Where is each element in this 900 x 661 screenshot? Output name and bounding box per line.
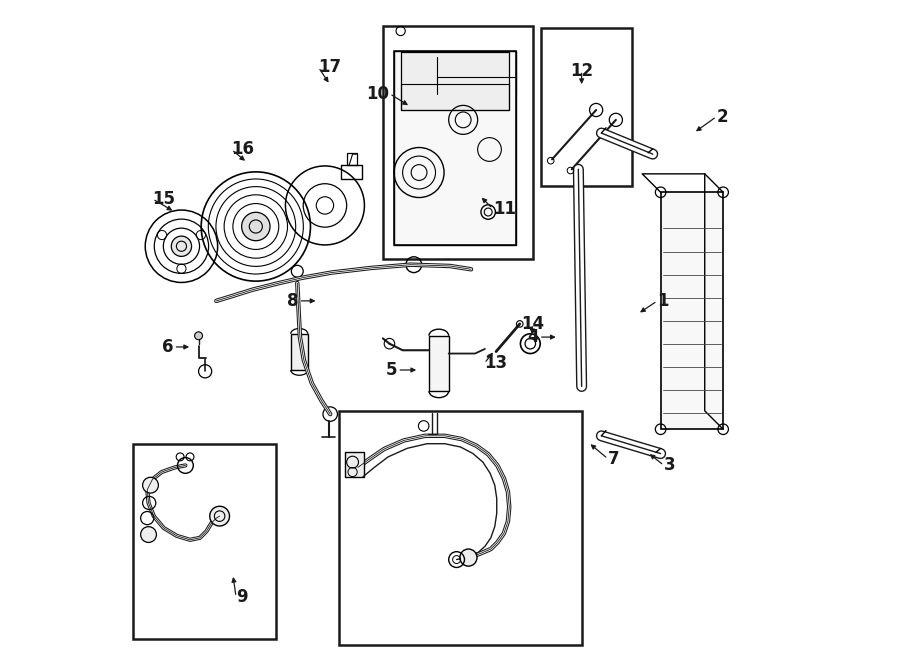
Text: 9: 9 xyxy=(236,588,248,606)
Bar xyxy=(339,411,581,645)
Bar xyxy=(341,165,363,179)
Text: 6: 6 xyxy=(162,338,174,356)
Bar xyxy=(346,153,357,165)
Bar xyxy=(541,28,632,186)
Circle shape xyxy=(460,549,477,566)
Circle shape xyxy=(140,527,157,543)
Bar xyxy=(400,52,509,110)
Text: 11: 11 xyxy=(493,200,516,217)
Bar xyxy=(345,451,364,477)
Text: 4: 4 xyxy=(527,328,539,346)
Bar xyxy=(661,192,724,429)
Circle shape xyxy=(210,506,230,526)
Bar xyxy=(291,334,308,370)
Text: 2: 2 xyxy=(716,108,728,126)
Text: 5: 5 xyxy=(386,361,397,379)
Bar xyxy=(382,26,533,259)
Circle shape xyxy=(194,332,202,340)
Bar xyxy=(132,444,276,639)
Text: 3: 3 xyxy=(664,457,676,475)
Circle shape xyxy=(171,236,192,256)
Text: 8: 8 xyxy=(287,292,299,310)
Text: 7: 7 xyxy=(608,450,619,468)
Text: 1: 1 xyxy=(657,292,669,310)
Circle shape xyxy=(142,477,158,493)
Bar xyxy=(394,51,516,245)
Text: 10: 10 xyxy=(366,85,390,102)
Text: 14: 14 xyxy=(521,315,544,333)
Text: 16: 16 xyxy=(231,141,255,159)
Text: 13: 13 xyxy=(484,354,508,372)
Bar xyxy=(429,336,449,391)
Text: 17: 17 xyxy=(319,58,341,76)
Circle shape xyxy=(241,212,270,241)
Text: 15: 15 xyxy=(152,190,176,208)
Text: 12: 12 xyxy=(570,61,593,79)
Bar xyxy=(400,84,509,110)
